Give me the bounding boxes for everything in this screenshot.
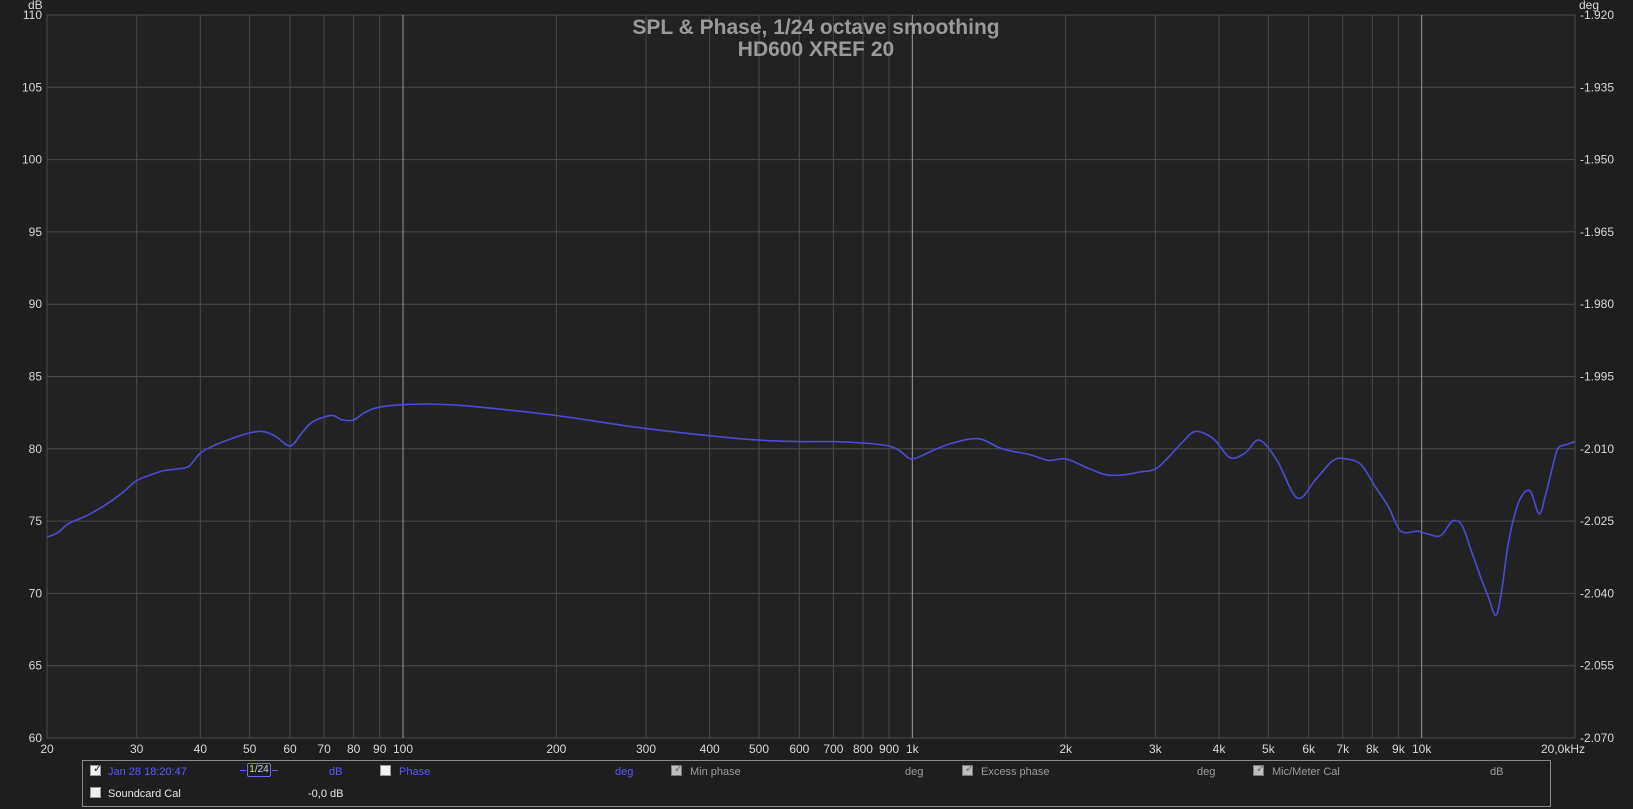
chart-title: SPL & Phase, 1/24 octave smoothing xyxy=(632,16,999,39)
soundcard-cal-value: -0,0 dB xyxy=(308,788,344,800)
x-tick-label: 80 xyxy=(347,742,361,756)
spl-series-line xyxy=(46,403,1576,616)
y-tick-label: 85 xyxy=(29,370,43,384)
y2-tick-label: -1.920 xyxy=(1580,8,1614,22)
soundcard-cal-label[interactable]: Soundcard Cal xyxy=(108,788,181,800)
check-icon: ✓ xyxy=(965,762,975,775)
y2-tick-label: -1.950 xyxy=(1580,153,1614,167)
smoothing-selector[interactable]: 1/24 xyxy=(247,763,271,777)
left-axis-unit: dB xyxy=(28,0,43,12)
y-tick-label: 105 xyxy=(22,80,42,94)
x-tick-labels: 20 30 40 50 60 70 80 90 100 200 300 400 500 600 700 800… xyxy=(40,742,1585,756)
excess-phase-label[interactable]: Excess phase xyxy=(981,766,1050,778)
check-icon: ✓ xyxy=(674,762,684,775)
mic-cal-checkbox[interactable]: ✓ xyxy=(1253,762,1266,776)
y-tick-label: 95 xyxy=(29,225,43,239)
x-tick-label: 500 xyxy=(749,742,769,756)
y2-tick-labels: -1.920 -1.935 -1.950 -1.965 -1.980 -1.995 -2.0… xyxy=(1580,8,1614,745)
x-tick-label: 400 xyxy=(700,742,720,756)
x-tick-label: 9k xyxy=(1392,742,1406,756)
x-tick-label: 10k xyxy=(1412,742,1432,756)
excess-phase-checkbox[interactable]: ✓ xyxy=(962,762,975,776)
y2-tick-label: -1.980 xyxy=(1580,297,1614,311)
x-tick-label: 40 xyxy=(194,742,208,756)
grid-lines xyxy=(46,14,1576,739)
measurement-name[interactable]: Jan 28 18:20:47 xyxy=(108,766,187,778)
x-tick-label: 20 xyxy=(40,742,54,756)
x-tick-label: 7k xyxy=(1336,742,1350,756)
mic-cal-unit: dB xyxy=(1490,766,1504,778)
y2-tick-label: -1.965 xyxy=(1580,225,1614,239)
x-tick-label: 1k xyxy=(906,742,920,756)
line-style-icon xyxy=(272,770,278,771)
y-tick-label: 70 xyxy=(29,586,43,600)
y2-tick-label: -2.025 xyxy=(1580,514,1614,528)
min-phase-label[interactable]: Min phase xyxy=(690,766,741,778)
x-tick-label: 4k xyxy=(1213,742,1227,756)
y-tick-label: 75 xyxy=(29,514,43,528)
series-layer xyxy=(46,403,1576,616)
x-tick-label: 3k xyxy=(1149,742,1163,756)
x-tick-label: 30 xyxy=(130,742,144,756)
y2-tick-label: -1.995 xyxy=(1580,370,1614,384)
mic-cal-label[interactable]: Mic/Meter Cal xyxy=(1272,766,1340,778)
y-tick-labels: 110 105 100 95 90 85 80 75 70 65 60 xyxy=(22,8,42,745)
x-tick-label: 70 xyxy=(317,742,331,756)
y2-tick-label: -2.055 xyxy=(1580,659,1614,673)
y2-tick-label: -1.935 xyxy=(1580,80,1614,94)
x-tick-label: 20,0kHz xyxy=(1541,742,1585,756)
x-tick-label: 2k xyxy=(1059,742,1073,756)
check-icon: ✓ xyxy=(1256,762,1266,775)
x-tick-label: 90 xyxy=(373,742,387,756)
soundcard-cal-checkbox[interactable] xyxy=(90,787,101,798)
legend-panel: ✓ Jan 28 18:20:47 1/24 dB Phase deg ✓ Mi… xyxy=(82,760,1551,807)
min-phase-unit: deg xyxy=(905,766,924,778)
x-tick-label: 900 xyxy=(879,742,899,756)
y-tick-label: 80 xyxy=(29,442,43,456)
x-tick-label: 50 xyxy=(243,742,257,756)
min-phase-checkbox[interactable]: ✓ xyxy=(671,762,684,776)
y2-tick-label: -2.010 xyxy=(1580,442,1614,456)
phase-checkbox[interactable] xyxy=(380,765,391,776)
x-tick-label: 100 xyxy=(393,742,413,756)
y2-tick-label: -2.070 xyxy=(1580,731,1614,745)
phase-unit: deg xyxy=(615,766,634,778)
measurement-unit: dB xyxy=(329,766,343,778)
excess-phase-unit: deg xyxy=(1197,766,1216,778)
phase-label[interactable]: Phase xyxy=(399,766,431,778)
x-tick-label: 5k xyxy=(1262,742,1276,756)
chart-subtitle: HD600 XREF 20 xyxy=(738,38,894,61)
x-tick-label: 600 xyxy=(789,742,809,756)
right-axis-unit: deg xyxy=(1579,0,1599,12)
check-icon: ✓ xyxy=(93,762,103,775)
x-tick-label: 800 xyxy=(853,742,873,756)
x-tick-label: 200 xyxy=(546,742,566,756)
line-style-icon xyxy=(240,770,246,771)
y-tick-label: 60 xyxy=(29,731,43,745)
x-tick-label: 60 xyxy=(283,742,297,756)
y-tick-label: 110 xyxy=(23,8,42,22)
x-tick-label: 700 xyxy=(823,742,843,756)
measurement-checkbox[interactable]: ✓ xyxy=(90,762,103,776)
y-tick-label: 65 xyxy=(29,659,43,673)
x-tick-label: 8k xyxy=(1366,742,1380,756)
x-tick-label: 6k xyxy=(1302,742,1316,756)
y-tick-label: 90 xyxy=(29,297,43,311)
y2-tick-label: -2.040 xyxy=(1580,586,1614,600)
x-tick-label: 300 xyxy=(636,742,656,756)
y-tick-label: 100 xyxy=(22,153,42,167)
